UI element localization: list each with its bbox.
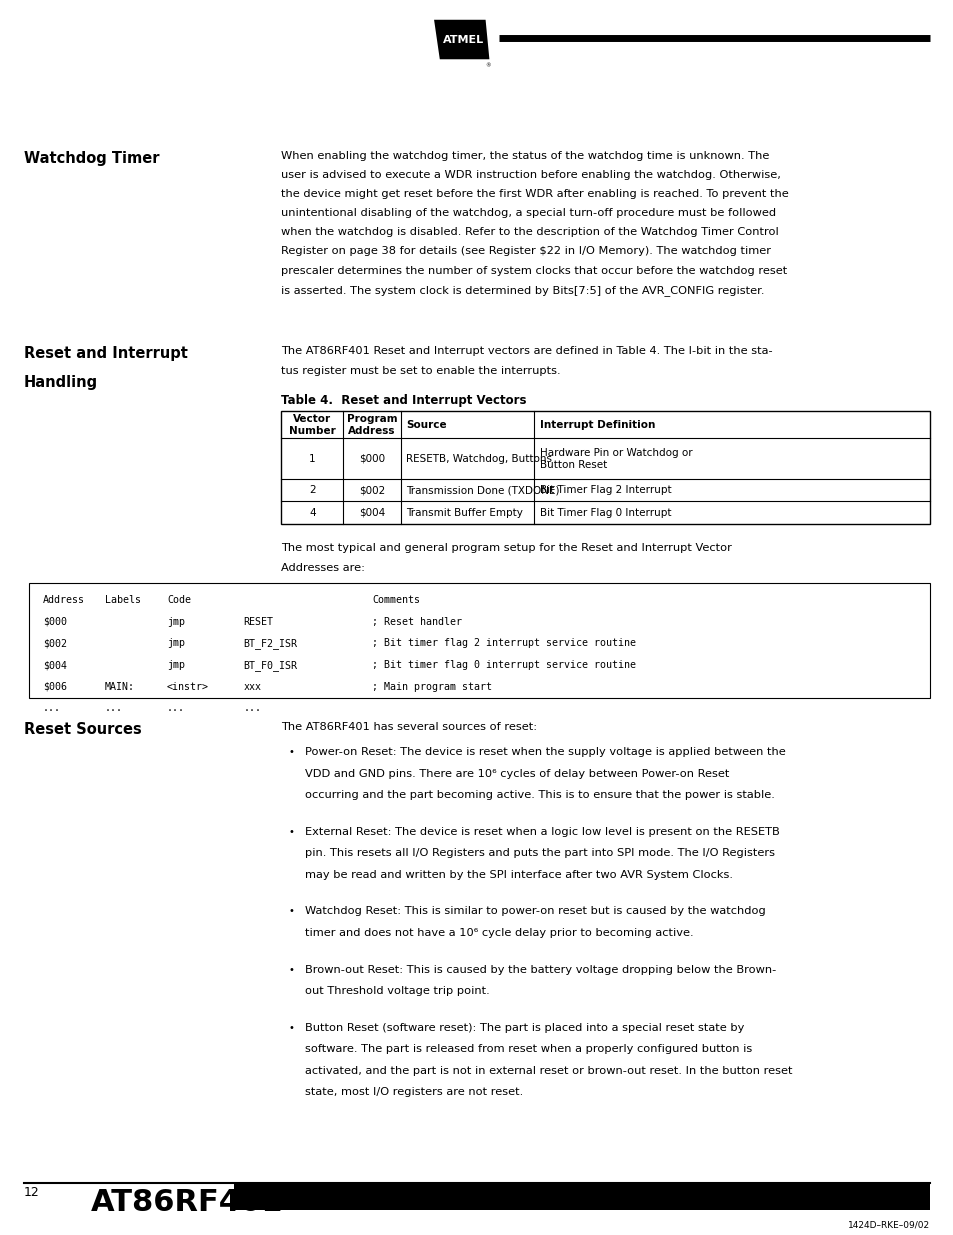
Text: 1424D–RKE–09/02: 1424D–RKE–09/02 (847, 1220, 929, 1229)
Text: Source: Source (406, 420, 447, 430)
Bar (29, 583, 929, 698)
Text: ; Bit timer flag 0 interrupt service routine: ; Bit timer flag 0 interrupt service rou… (372, 659, 636, 671)
Text: BT_F2_ISR: BT_F2_ISR (243, 638, 297, 650)
Text: Hardware Pin or Watchdog or
Button Reset: Hardware Pin or Watchdog or Button Reset (539, 448, 692, 469)
Text: ; Bit timer flag 2 interrupt service routine: ; Bit timer flag 2 interrupt service rou… (372, 638, 636, 648)
Text: The AT86RF401 Reset and Interrupt vectors are defined in Table 4. The I-bit in t: The AT86RF401 Reset and Interrupt vector… (281, 346, 772, 356)
Text: External Reset: The device is reset when a logic low level is present on the RES: External Reset: The device is reset when… (305, 827, 780, 837)
Text: Bit Timer Flag 0 Interrupt: Bit Timer Flag 0 Interrupt (539, 508, 671, 517)
Polygon shape (434, 20, 489, 59)
Text: prescaler determines the number of system clocks that occur before the watchdog : prescaler determines the number of syste… (281, 266, 787, 275)
Text: •: • (288, 906, 294, 916)
Text: <instr>: <instr> (167, 682, 209, 692)
Text: $004: $004 (43, 659, 67, 671)
Text: •: • (288, 747, 294, 757)
Text: $002: $002 (358, 485, 385, 495)
Bar (233, 1183, 929, 1210)
Text: 2: 2 (309, 485, 315, 495)
Text: Address: Address (43, 595, 85, 605)
Text: Vector
Number: Vector Number (289, 414, 335, 436)
Text: Watchdog Reset: This is similar to power-on reset but is caused by the watchdog: Watchdog Reset: This is similar to power… (305, 906, 765, 916)
Text: Transmission Done (TXDONE): Transmission Done (TXDONE) (406, 485, 559, 495)
Text: Table 4.  Reset and Interrupt Vectors: Table 4. Reset and Interrupt Vectors (281, 394, 526, 408)
Text: ; Main program start: ; Main program start (372, 682, 492, 692)
Text: 1: 1 (309, 453, 315, 464)
Text: MAIN:: MAIN: (105, 682, 134, 692)
Text: is asserted. The system clock is determined by Bits[7:5] of the AVR_CONFIG regis: is asserted. The system clock is determi… (281, 285, 764, 295)
Text: Reset Sources: Reset Sources (24, 722, 141, 737)
Bar (281, 411, 929, 438)
Text: timer and does not have a 10⁶ cycle delay prior to becoming active.: timer and does not have a 10⁶ cycle dela… (305, 929, 693, 939)
Text: Brown-out Reset: This is caused by the battery voltage dropping below the Brown-: Brown-out Reset: This is caused by the b… (305, 965, 776, 974)
Text: software. The part is released from reset when a properly configured button is: software. The part is released from rese… (305, 1044, 752, 1055)
Text: the device might get reset before the first WDR after enabling is reached. To pr: the device might get reset before the fi… (281, 189, 788, 199)
Text: state, most I/O registers are not reset.: state, most I/O registers are not reset. (305, 1087, 523, 1098)
Text: ...: ... (243, 704, 261, 714)
Text: ...: ... (167, 704, 185, 714)
Text: jmp: jmp (167, 638, 185, 648)
Text: Register on page 38 for details (see Register $22 in I/O Memory). The watchdog t: Register on page 38 for details (see Reg… (281, 247, 771, 257)
Text: The AT86RF401 has several sources of reset:: The AT86RF401 has several sources of res… (281, 722, 537, 732)
Text: xxx: xxx (243, 682, 261, 692)
Text: Watchdog Timer: Watchdog Timer (24, 151, 159, 165)
Text: user is advised to execute a WDR instruction before enabling the watchdog. Other: user is advised to execute a WDR instruc… (281, 170, 781, 180)
Text: tus register must be set to enable the interrupts.: tus register must be set to enable the i… (281, 366, 560, 375)
Text: pin. This resets all I/O Registers and puts the part into SPI mode. The I/O Regi: pin. This resets all I/O Registers and p… (305, 848, 775, 858)
Text: $000: $000 (43, 616, 67, 627)
Text: Code: Code (167, 595, 191, 605)
Text: BT_F0_ISR: BT_F0_ISR (243, 659, 297, 671)
Text: Program
Address: Program Address (346, 414, 397, 436)
Text: Comments: Comments (372, 595, 419, 605)
Text: $000: $000 (358, 453, 385, 464)
Text: When enabling the watchdog timer, the status of the watchdog time is unknown. Th: When enabling the watchdog timer, the st… (281, 151, 769, 161)
Bar (281, 411, 929, 524)
Text: activated, and the part is not in external reset or brown-out reset. In the butt: activated, and the part is not in extern… (305, 1066, 792, 1076)
Text: unintentional disabling of the watchdog, a special turn-off procedure must be fo: unintentional disabling of the watchdog,… (281, 209, 776, 219)
Text: The most typical and general program setup for the Reset and Interrupt Vector: The most typical and general program set… (281, 543, 732, 553)
Text: $006: $006 (43, 682, 67, 692)
Text: jmp: jmp (167, 659, 185, 671)
Text: occurring and the part becoming active. This is to ensure that the power is stab: occurring and the part becoming active. … (305, 790, 775, 800)
Text: VDD and GND pins. There are 10⁶ cycles of delay between Power-on Reset: VDD and GND pins. There are 10⁶ cycles o… (305, 768, 729, 779)
Text: ...: ... (105, 704, 123, 714)
Text: ATMEL: ATMEL (442, 35, 484, 44)
Text: Power-on Reset: The device is reset when the supply voltage is applied between t: Power-on Reset: The device is reset when… (305, 747, 785, 757)
Text: RESET: RESET (243, 616, 273, 627)
Text: jmp: jmp (167, 616, 185, 627)
Text: when the watchdog is disabled. Refer to the description of the Watchdog Timer Co: when the watchdog is disabled. Refer to … (281, 227, 779, 237)
Text: AT86RF401: AT86RF401 (91, 1188, 283, 1216)
Text: 4: 4 (309, 508, 315, 517)
Text: Reset and Interrupt: Reset and Interrupt (24, 346, 188, 361)
Text: ; Reset handler: ; Reset handler (372, 616, 461, 627)
Text: •: • (288, 827, 294, 837)
Text: Addresses are:: Addresses are: (281, 563, 365, 573)
Text: ®: ® (485, 63, 491, 68)
Text: Transmit Buffer Empty: Transmit Buffer Empty (406, 508, 523, 517)
Text: •: • (288, 965, 294, 974)
Text: RESETB, Watchdog, Buttons: RESETB, Watchdog, Buttons (406, 453, 552, 464)
Text: •: • (288, 1023, 294, 1032)
Text: 12: 12 (24, 1186, 40, 1199)
Text: ...: ... (43, 704, 61, 714)
Text: $002: $002 (43, 638, 67, 648)
Text: Labels: Labels (105, 595, 141, 605)
Text: Bit Timer Flag 2 Interrupt: Bit Timer Flag 2 Interrupt (539, 485, 671, 495)
Text: Interrupt Definition: Interrupt Definition (539, 420, 655, 430)
Text: Button Reset (software reset): The part is placed into a special reset state by: Button Reset (software reset): The part … (305, 1023, 744, 1032)
Text: out Threshold voltage trip point.: out Threshold voltage trip point. (305, 986, 490, 997)
Text: may be read and written by the SPI interface after two AVR System Clocks.: may be read and written by the SPI inter… (305, 869, 733, 881)
Text: Handling: Handling (24, 375, 98, 390)
Text: $004: $004 (358, 508, 385, 517)
